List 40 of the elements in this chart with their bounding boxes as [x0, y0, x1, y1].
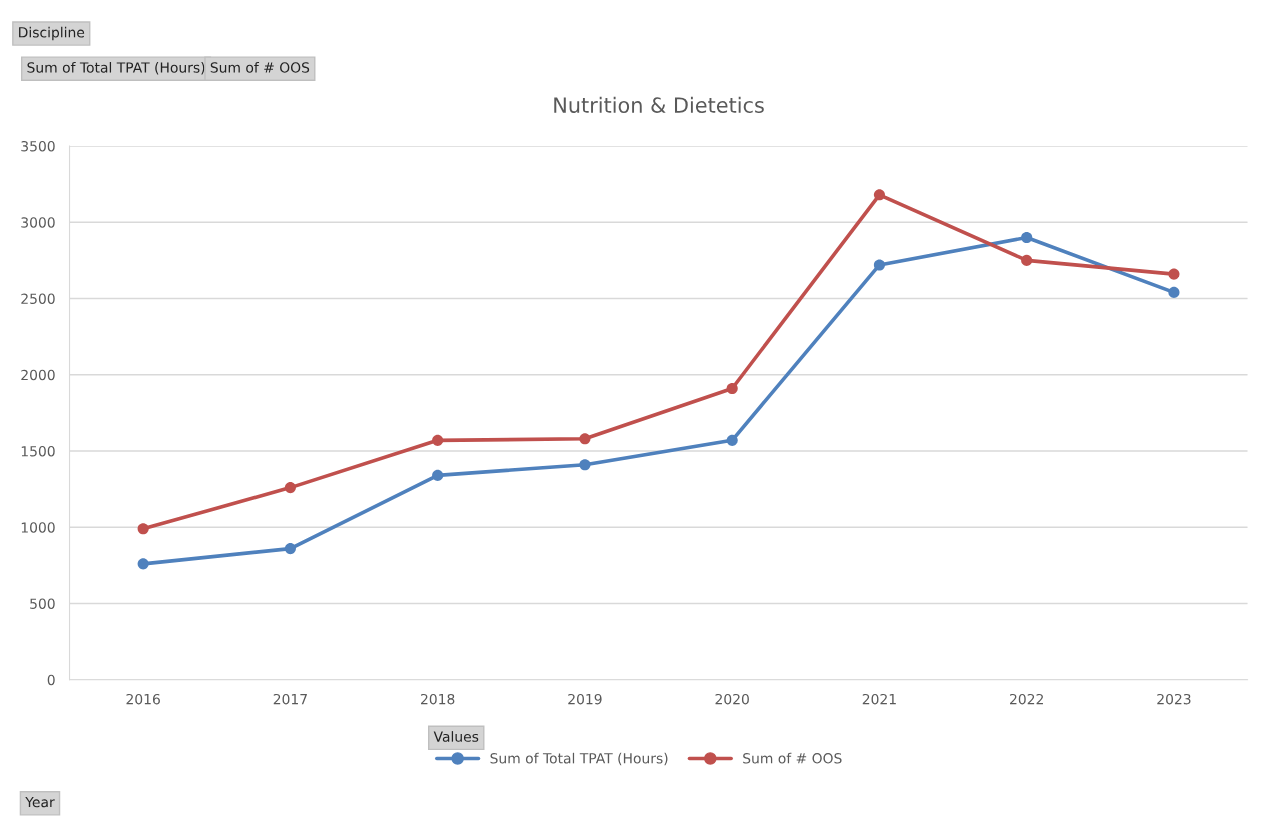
x-tick-label: 2016 — [126, 693, 160, 705]
text: Values — [433, 731, 479, 742]
point — [1168, 286, 1180, 298]
text: Sum of # OOS — [210, 61, 310, 73]
point — [873, 189, 885, 201]
x-tick-label: 2022 — [1010, 693, 1043, 705]
x-tick-label: 2021 — [862, 693, 896, 705]
x-tick-label: 2018 — [421, 693, 455, 705]
y-tick-label: 3000 — [21, 217, 55, 228]
point — [1021, 254, 1033, 266]
point — [284, 482, 296, 494]
legend-label: Sum of Total TPAT (Hours) — [490, 752, 668, 766]
text: Year — [25, 796, 55, 808]
point — [579, 459, 591, 471]
text: Discipline — [19, 26, 85, 41]
point — [432, 469, 444, 481]
y-tick-label: 1000 — [21, 522, 55, 533]
y-tick-label: 3500 — [21, 140, 55, 152]
y-tick-label: 2500 — [21, 293, 55, 304]
point — [137, 558, 149, 570]
y-tick-label: 0 — [47, 674, 55, 686]
x-tick-label: 2020 — [715, 693, 749, 705]
point — [1021, 231, 1033, 244]
x-tick-label: 2017 — [273, 693, 307, 705]
x-tick-label: 2023 — [1157, 693, 1191, 705]
x-tick-label: 2019 — [568, 693, 602, 705]
point — [873, 259, 885, 271]
point — [1168, 268, 1180, 280]
point — [284, 543, 296, 555]
point — [726, 434, 738, 446]
text: Sum of Total TPAT (Hours) — [27, 61, 205, 75]
point — [726, 382, 738, 395]
y-tick-label: 500 — [30, 598, 55, 609]
point — [579, 433, 591, 445]
chart-title: Nutrition & Dietetics — [554, 96, 764, 113]
point — [137, 523, 149, 535]
y-tick-label: 2000 — [21, 369, 55, 381]
y-tick-label: 1500 — [21, 445, 55, 457]
point — [432, 434, 444, 446]
legend-label: Sum of # OOS — [743, 752, 842, 764]
